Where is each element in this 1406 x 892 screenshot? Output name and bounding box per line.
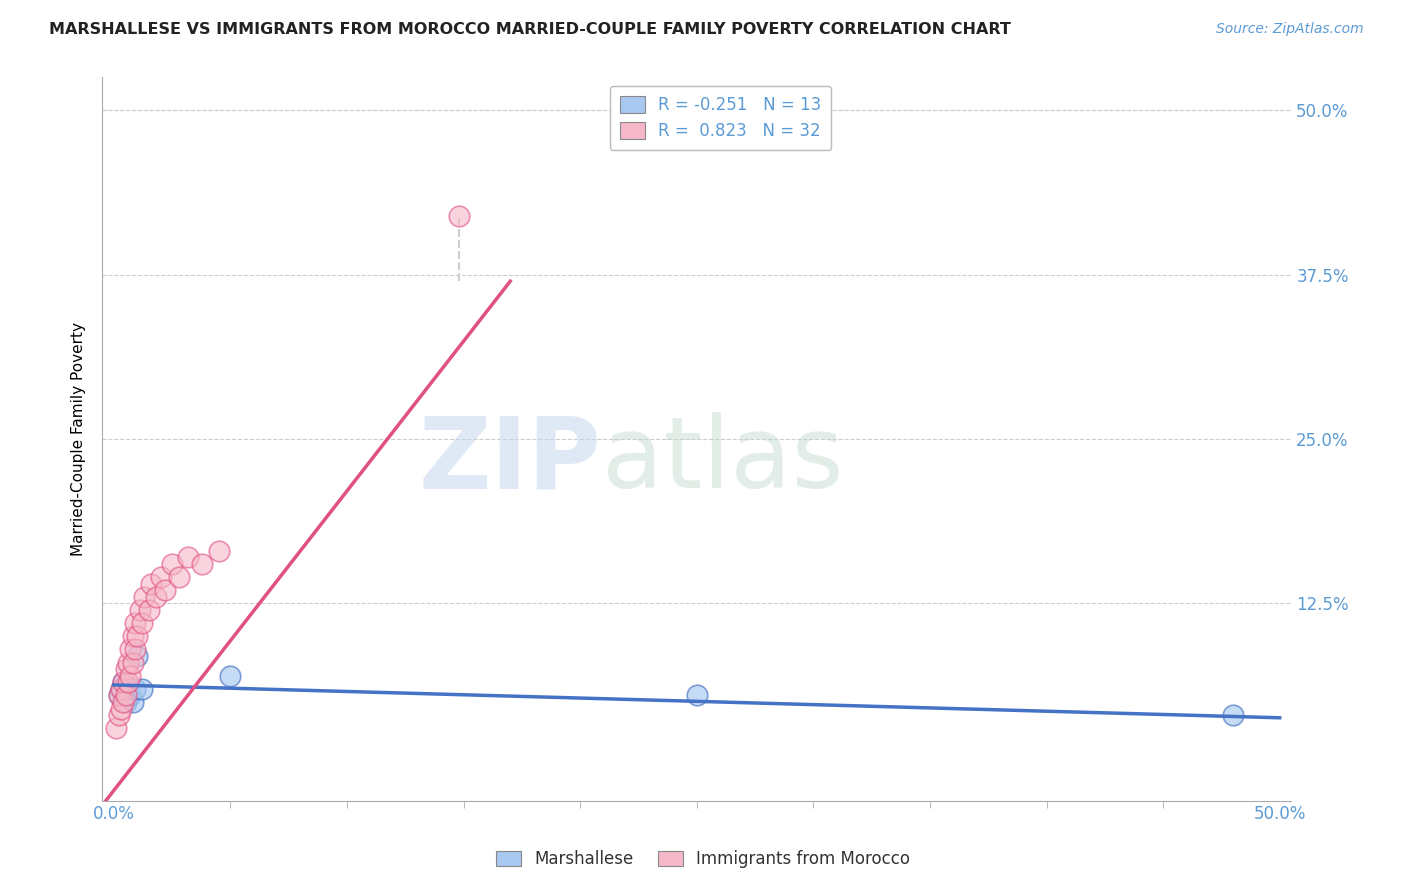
Point bbox=[219, 669, 242, 683]
Text: atlas: atlas bbox=[602, 412, 844, 509]
Point bbox=[117, 681, 139, 696]
Point bbox=[107, 689, 129, 703]
Text: ZIP: ZIP bbox=[419, 412, 602, 509]
Text: Source: ZipAtlas.com: Source: ZipAtlas.com bbox=[1216, 22, 1364, 37]
Point bbox=[107, 708, 129, 723]
Point bbox=[124, 681, 146, 696]
Legend: Marshallese, Immigrants from Morocco: Marshallese, Immigrants from Morocco bbox=[489, 844, 917, 875]
Point bbox=[127, 648, 149, 663]
Point bbox=[120, 669, 142, 683]
Point bbox=[117, 675, 139, 690]
Y-axis label: Married-Couple Family Poverty: Married-Couple Family Poverty bbox=[72, 322, 86, 556]
Point bbox=[114, 695, 136, 709]
Point bbox=[120, 642, 142, 657]
Point bbox=[112, 675, 135, 690]
Point bbox=[160, 557, 183, 571]
Point bbox=[141, 576, 163, 591]
Point bbox=[177, 550, 200, 565]
Point bbox=[121, 656, 143, 670]
Point bbox=[128, 603, 150, 617]
Point bbox=[112, 675, 135, 690]
Point bbox=[117, 656, 139, 670]
Point bbox=[121, 629, 143, 643]
Point bbox=[1222, 708, 1244, 723]
Point bbox=[138, 603, 160, 617]
Point bbox=[121, 695, 143, 709]
Point bbox=[120, 689, 142, 703]
Point bbox=[131, 681, 153, 696]
Point bbox=[124, 616, 146, 631]
Point bbox=[153, 583, 176, 598]
Point bbox=[686, 689, 709, 703]
Point bbox=[114, 662, 136, 676]
Point bbox=[208, 543, 231, 558]
Point bbox=[114, 689, 136, 703]
Point bbox=[127, 629, 149, 643]
Legend: R = -0.251   N = 13, R =  0.823   N = 32: R = -0.251 N = 13, R = 0.823 N = 32 bbox=[610, 86, 831, 151]
Point bbox=[107, 689, 129, 703]
Point bbox=[110, 681, 132, 696]
Point bbox=[124, 642, 146, 657]
Point bbox=[149, 570, 172, 584]
Point bbox=[447, 209, 470, 223]
Point bbox=[110, 681, 132, 696]
Point bbox=[167, 570, 190, 584]
Point bbox=[145, 590, 167, 604]
Point bbox=[191, 557, 214, 571]
Point bbox=[110, 701, 132, 715]
Point bbox=[134, 590, 156, 604]
Point bbox=[112, 695, 135, 709]
Text: MARSHALLESE VS IMMIGRANTS FROM MOROCCO MARRIED-COUPLE FAMILY POVERTY CORRELATION: MARSHALLESE VS IMMIGRANTS FROM MOROCCO M… bbox=[49, 22, 1011, 37]
Point bbox=[105, 721, 128, 735]
Point bbox=[131, 616, 153, 631]
